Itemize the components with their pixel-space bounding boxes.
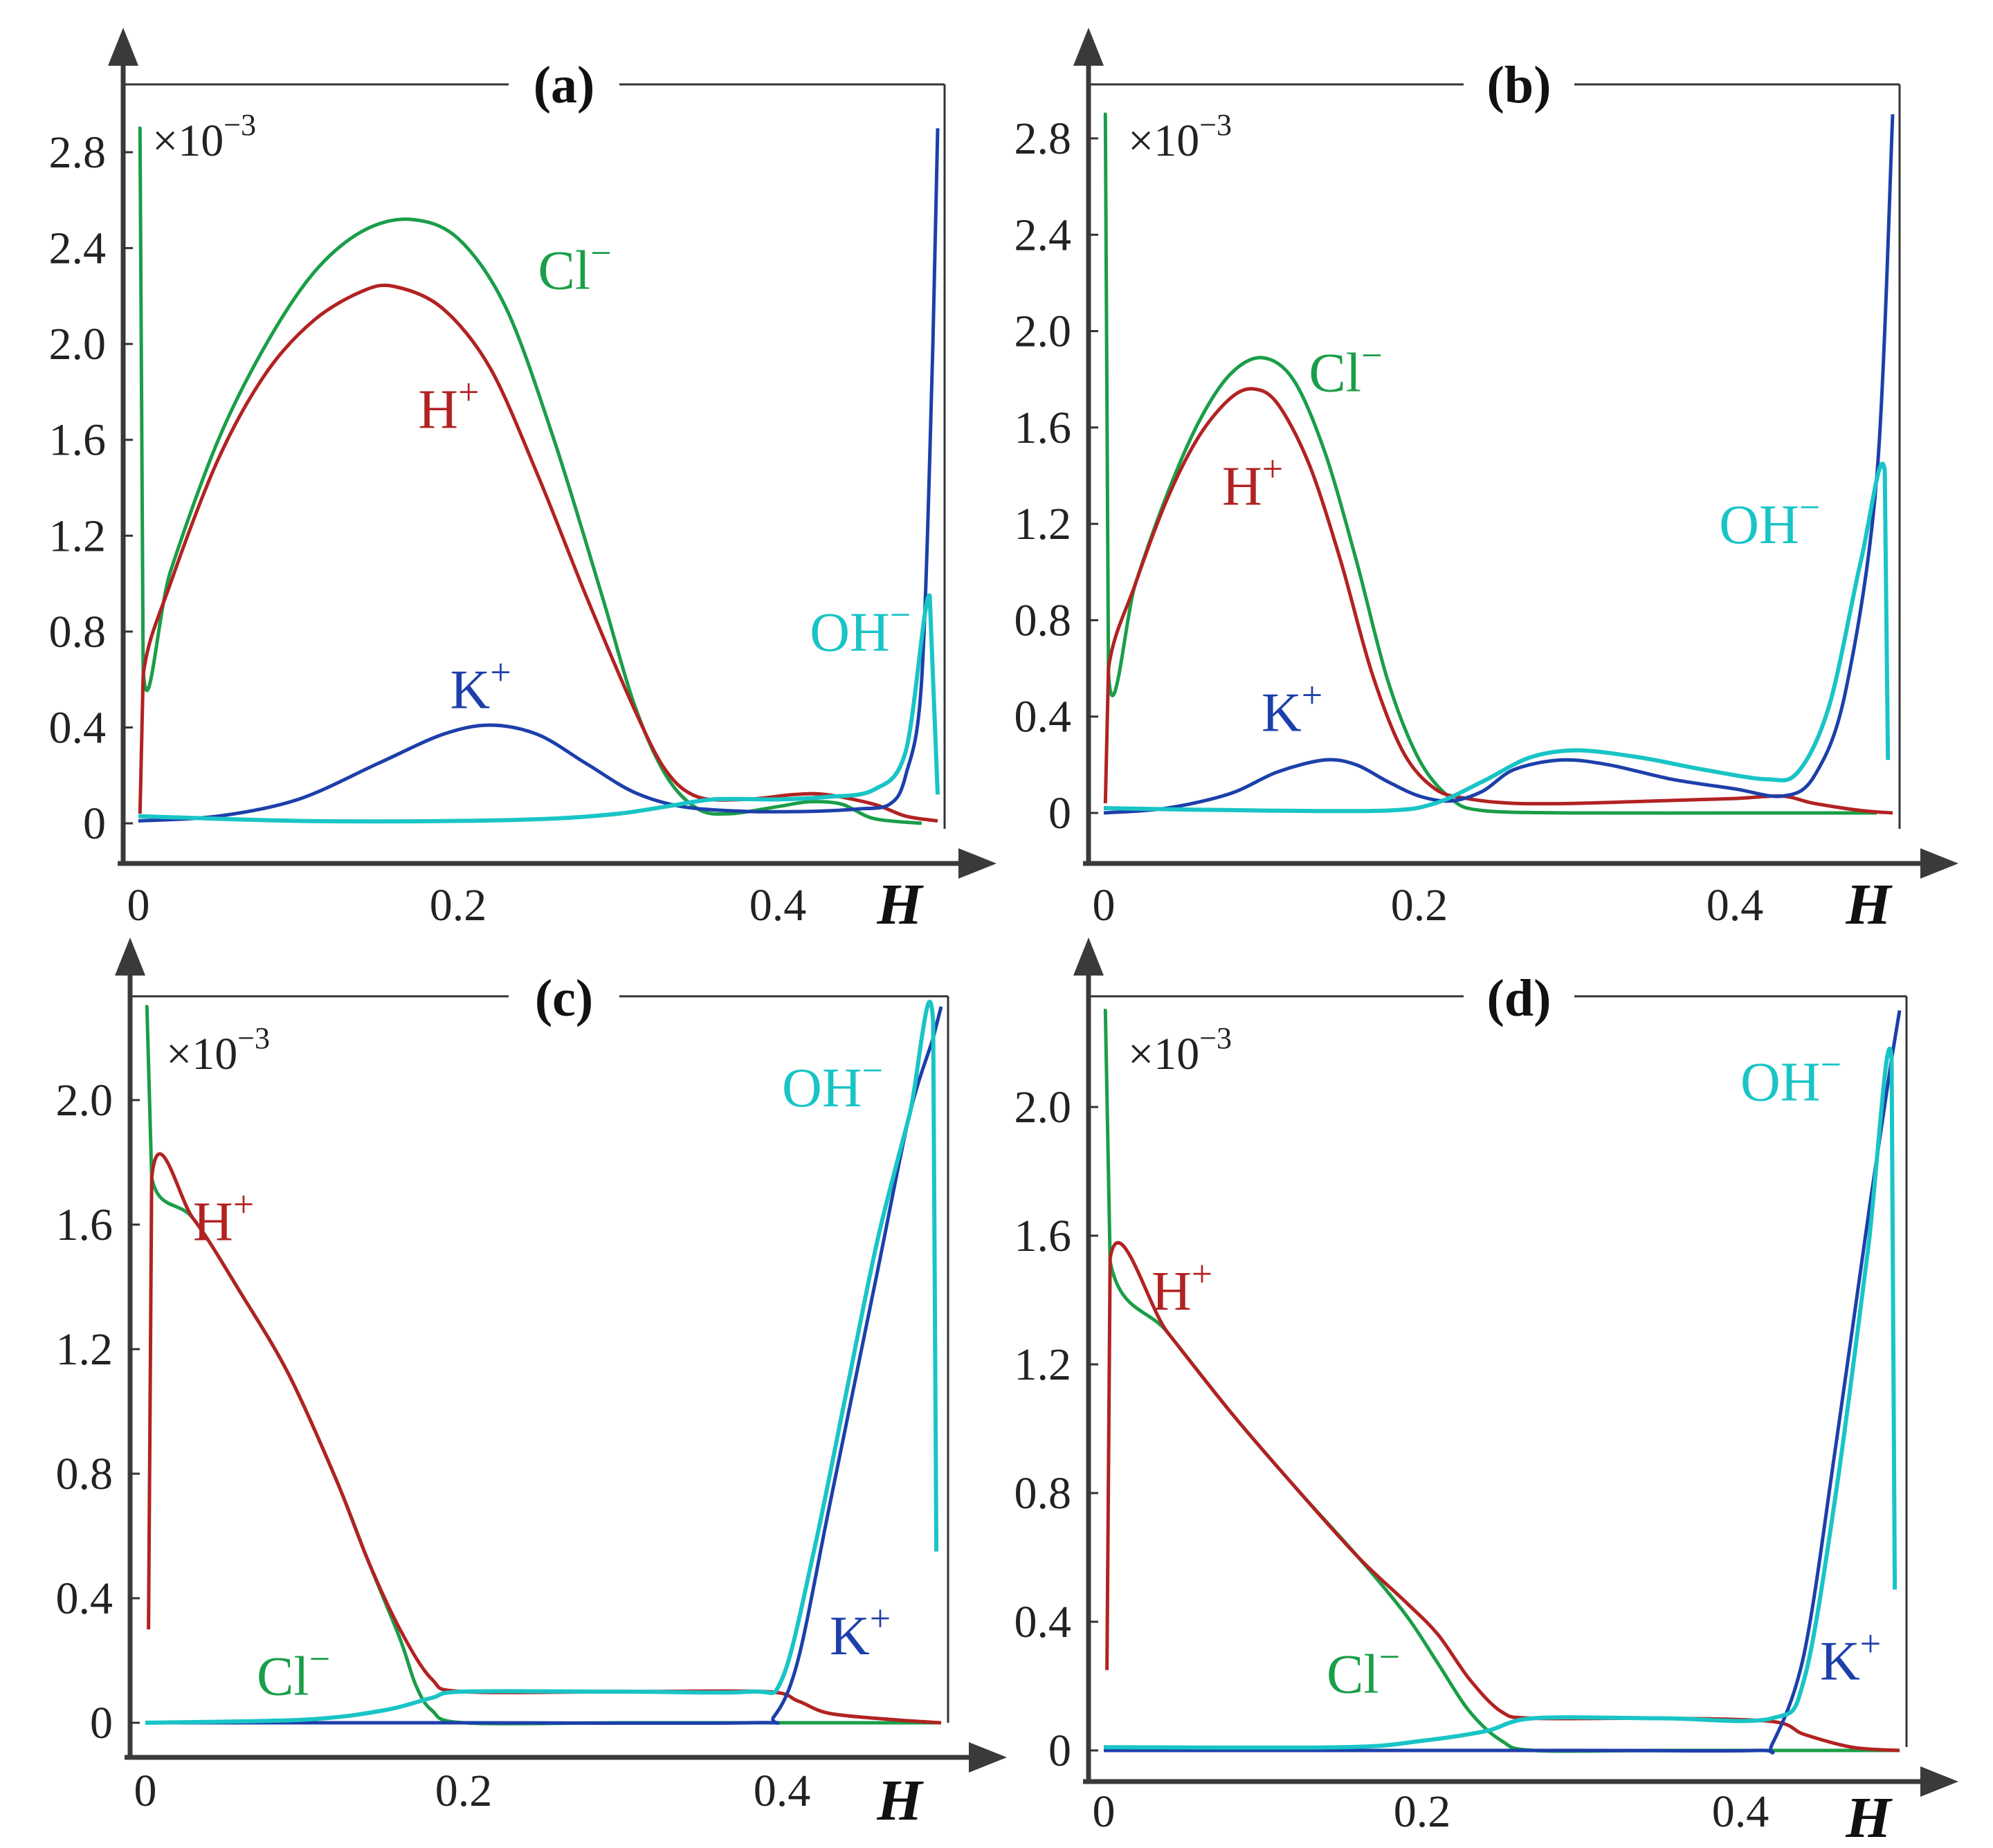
series-label-oh: OH−: [1740, 1044, 1841, 1113]
panel-b: 0 0.4 0.8 1.2 1.6 2.0 2.4 2.8 0 0.2 0.4 H (b) ×10−3 Cl…: [1014, 28, 1958, 937]
y-tick-label: 1.6: [49, 415, 107, 466]
y-tick-label: 2.0: [1014, 1082, 1072, 1133]
x-axis-label: H: [1845, 1786, 1893, 1848]
y-tick-label: 2.8: [1014, 113, 1072, 164]
y-multiplier: ×10−3: [1128, 108, 1232, 166]
series-label-k: K+: [1262, 675, 1322, 744]
x-tick-label: 0.4: [754, 1766, 811, 1816]
y-multiplier: ×10−3: [166, 1021, 270, 1079]
x-tick-label: 0.4: [749, 880, 807, 931]
y-tick-label: 1.2: [1014, 499, 1072, 549]
y-axis-arrow-icon: [115, 937, 145, 976]
y-tick-label: 0.8: [1014, 595, 1072, 646]
x-axis-arrow-icon: [958, 848, 996, 879]
series-line-oh: [145, 999, 939, 1725]
series-label-oh: OH−: [782, 1050, 883, 1119]
y-tick-label: 0: [90, 1698, 113, 1748]
y-tick-label: 2.0: [49, 319, 107, 369]
x-tick-label: 0: [127, 880, 150, 931]
series-label-cl: Cl−: [1327, 1636, 1400, 1705]
panel-d: 0 0.4 0.8 1.2 1.6 2.0 0 0.2 0.4 H (d) ×10−3 Cl− H+ K+ O…: [1014, 937, 1958, 1848]
series-line-oh: [1103, 461, 1891, 814]
series-line-k: [1104, 1010, 1902, 1755]
x-axis-arrow-icon: [1920, 848, 1958, 879]
x-axis-arrow-icon: [969, 1742, 1007, 1773]
panel-a: 0 0.4 0.8 1.2 1.6 2.0 2.4 2.8 0 0.2 0.4 H (a) ×10−3 Cl…: [49, 28, 996, 937]
y-tick-label: 0: [1048, 1726, 1071, 1776]
series-line-k: [138, 128, 940, 823]
y-tick-label: 2.0: [1014, 307, 1072, 357]
y-tick-label: 0.8: [56, 1449, 113, 1499]
series-line-k: [145, 1006, 943, 1726]
series-label-h: H+: [1152, 1253, 1212, 1322]
series-line-h: [138, 283, 938, 823]
y-tick-label: 1.6: [1014, 403, 1072, 453]
y-tick-label: 0: [83, 798, 106, 849]
series-label-oh: OH−: [1719, 486, 1820, 556]
series-label-cl: Cl−: [1309, 335, 1382, 404]
x-axis-label: H: [876, 872, 924, 937]
series-label-k: K+: [830, 1598, 891, 1667]
x-tick-label: 0: [1093, 1786, 1116, 1837]
series-line-h: [147, 1152, 942, 1725]
y-multiplier: ×10−3: [152, 108, 256, 166]
y-tick-label: 0.4: [1014, 1597, 1072, 1647]
y-tick-label: 1.2: [56, 1324, 113, 1375]
y-axis-arrow-icon: [1073, 28, 1104, 66]
x-tick-label: 0.4: [1712, 1786, 1769, 1837]
panel-title: (b): [1487, 56, 1551, 114]
series-label-k: K+: [450, 652, 511, 721]
y-tick-label: 1.2: [1014, 1339, 1072, 1390]
y-tick-label: 2.0: [56, 1075, 113, 1126]
x-tick-label: 0: [1093, 880, 1116, 931]
series-line-h: [1105, 1241, 1900, 1753]
x-tick-label: 0: [134, 1766, 157, 1816]
series-line-cl: [138, 126, 922, 825]
x-axis-arrow-icon: [1920, 1766, 1958, 1797]
y-tick-label: 2.8: [49, 127, 107, 178]
series-line-h: [1103, 387, 1893, 815]
y-multiplier: ×10−3: [1128, 1021, 1232, 1079]
y-tick-label: 2.4: [49, 223, 107, 274]
x-tick-label: 0.2: [1394, 1786, 1451, 1837]
panel-c: 0 0.4 0.8 1.2 1.6 2.0 0 0.2 0.4 H (c) ×10−3 Cl− H+ K+ O…: [56, 937, 1007, 1833]
y-axis-arrow-icon: [108, 28, 138, 66]
y-tick-label: 0: [1048, 788, 1071, 839]
y-tick-label: 0.4: [56, 1573, 113, 1624]
panel-title: (c): [535, 969, 593, 1027]
panel-title: (d): [1487, 969, 1551, 1027]
x-axis-label: H: [1845, 872, 1893, 937]
y-tick-label: 1.2: [49, 511, 107, 561]
y-tick-label: 1.6: [1014, 1211, 1072, 1261]
series-label-k: K+: [1820, 1623, 1881, 1692]
series-line-oh: [1103, 1046, 1898, 1750]
x-tick-label: 0.4: [1707, 880, 1764, 931]
series-label-h: H+: [418, 371, 479, 440]
panel-title: (a): [534, 56, 595, 114]
y-tick-label: 2.4: [1014, 210, 1072, 260]
x-tick-label: 0.2: [435, 1766, 493, 1816]
y-axis-arrow-icon: [1073, 937, 1104, 976]
x-tick-label: 0.2: [430, 880, 487, 931]
y-tick-label: 0.8: [49, 607, 107, 657]
series-label-oh: OH−: [810, 594, 911, 664]
y-tick-label: 0.4: [1014, 692, 1072, 742]
y-tick-label: 1.6: [56, 1200, 113, 1250]
series-label-cl: Cl−: [257, 1638, 330, 1708]
x-axis-label: H: [876, 1768, 924, 1833]
y-tick-label: 0.8: [1014, 1468, 1072, 1519]
series-line-k: [1103, 114, 1895, 815]
series-label-h: H+: [193, 1184, 254, 1253]
series-label-cl: Cl−: [538, 232, 612, 301]
series-line-oh: [138, 593, 940, 824]
x-tick-label: 0.2: [1391, 880, 1448, 931]
series-label-h: H+: [1222, 448, 1283, 517]
y-tick-label: 0.4: [49, 702, 107, 753]
